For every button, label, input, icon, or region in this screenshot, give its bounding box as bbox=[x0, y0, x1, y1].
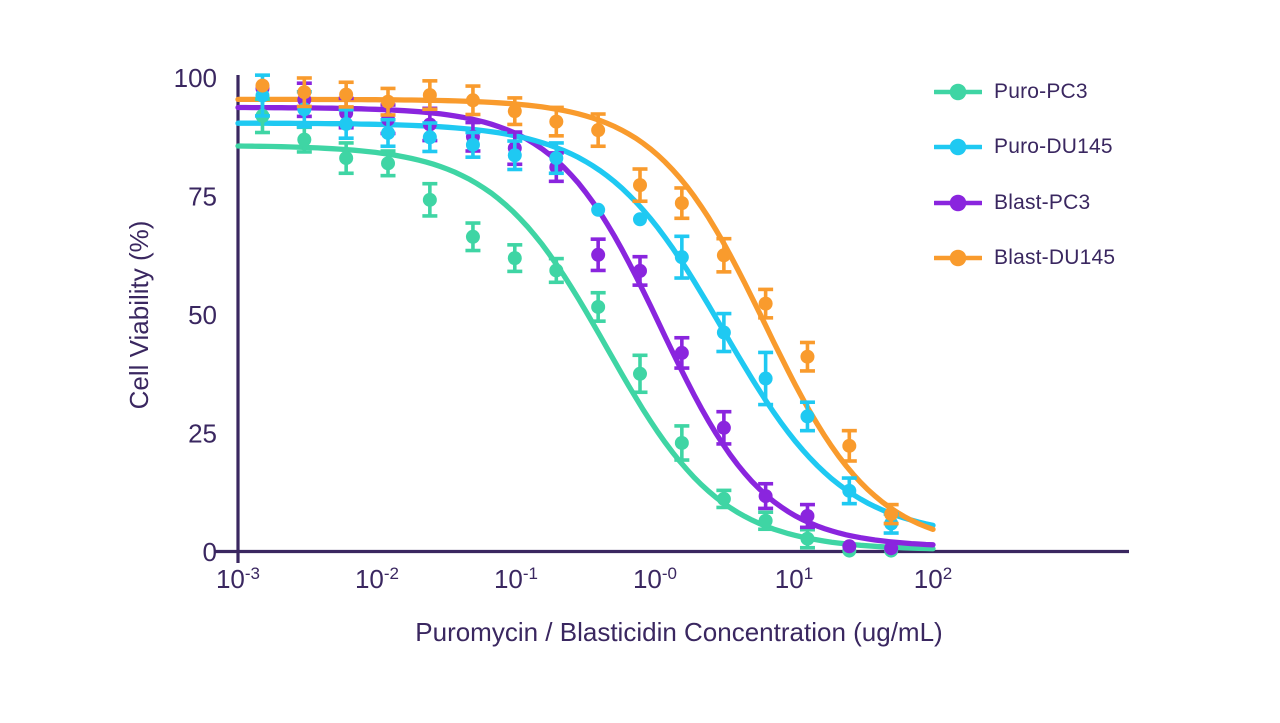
data-point bbox=[758, 513, 773, 528]
data-point bbox=[674, 250, 689, 265]
x-tick-label-10e2: 102 bbox=[914, 564, 952, 594]
x-tick-label-10e-2: 10-2 bbox=[355, 564, 399, 594]
series-points-blast-du145 bbox=[255, 76, 899, 526]
data-point bbox=[507, 104, 522, 119]
data-point bbox=[297, 132, 312, 147]
y-axis-title: Cell Viability (%) bbox=[124, 221, 154, 410]
data-point bbox=[842, 539, 857, 554]
data-point bbox=[633, 263, 648, 278]
data-point bbox=[884, 507, 899, 522]
data-point bbox=[339, 87, 354, 102]
data-point bbox=[758, 489, 773, 504]
data-point bbox=[381, 156, 396, 171]
data-point bbox=[339, 151, 354, 166]
data-point bbox=[591, 202, 606, 217]
legend-swatch-icon bbox=[934, 194, 982, 212]
legend-swatch-icon bbox=[934, 83, 982, 101]
data-points bbox=[254, 73, 899, 558]
data-point bbox=[842, 438, 857, 453]
data-point bbox=[674, 435, 689, 450]
legend-label: Puro-DU145 bbox=[994, 135, 1113, 159]
data-point bbox=[465, 93, 480, 108]
data-point bbox=[381, 125, 396, 140]
x-tick-label-10e-1: 10-1 bbox=[494, 564, 538, 594]
data-point bbox=[465, 137, 480, 152]
x-tick-labels: 10-3 10-2 10-1 10-0 101 102 bbox=[216, 564, 952, 594]
data-point bbox=[591, 123, 606, 138]
data-point bbox=[507, 148, 522, 163]
data-point bbox=[507, 251, 522, 266]
data-point bbox=[422, 192, 437, 207]
data-point bbox=[800, 508, 815, 523]
data-point bbox=[339, 116, 354, 131]
legend-swatch-icon bbox=[934, 249, 982, 267]
y-tick-label-50: 50 bbox=[188, 300, 217, 330]
legend-item-puro-pc3: Puro-PC3 bbox=[934, 64, 1115, 120]
data-point bbox=[758, 371, 773, 386]
x-tick-label-10e1: 101 bbox=[775, 564, 813, 594]
y-tick-label-25: 25 bbox=[188, 419, 217, 449]
legend-item-puro-du145: Puro-DU145 bbox=[934, 120, 1115, 176]
data-point bbox=[716, 325, 731, 340]
data-point bbox=[422, 88, 437, 103]
data-point bbox=[674, 196, 689, 211]
data-point bbox=[465, 229, 480, 244]
data-point bbox=[800, 531, 815, 546]
data-point bbox=[800, 349, 815, 364]
data-point bbox=[549, 151, 564, 166]
data-point bbox=[716, 420, 731, 435]
x-axis-title: Puromycin / Blasticidin Concentration (u… bbox=[415, 617, 942, 647]
data-point bbox=[842, 483, 857, 498]
fit-curve-blast-pc3 bbox=[235, 104, 936, 548]
fit-curve-blast-du145 bbox=[235, 96, 936, 533]
data-point bbox=[800, 409, 815, 424]
fit-curve-puro-pc3 bbox=[235, 143, 936, 552]
data-point bbox=[884, 541, 899, 556]
fit-curves bbox=[235, 96, 936, 552]
legend-label: Blast-DU145 bbox=[994, 246, 1116, 270]
legend-item-blast-pc3: Blast-PC3 bbox=[934, 175, 1115, 231]
legend-label: Puro-PC3 bbox=[994, 79, 1088, 103]
data-point bbox=[633, 366, 648, 381]
x-tick-label-10e-0: 10-0 bbox=[633, 564, 677, 594]
data-point bbox=[674, 345, 689, 360]
data-point bbox=[758, 296, 773, 311]
data-point bbox=[591, 247, 606, 262]
y-tick-label-0: 0 bbox=[203, 537, 217, 567]
data-point bbox=[716, 491, 731, 506]
legend-label: Blast-PC3 bbox=[994, 190, 1091, 214]
data-point bbox=[549, 263, 564, 278]
legend-item-blast-du145: Blast-DU145 bbox=[934, 231, 1115, 287]
x-tick-label-10e-3: 10-3 bbox=[216, 564, 260, 594]
data-point bbox=[633, 212, 648, 227]
fit-curve-puro-du145 bbox=[235, 120, 936, 528]
data-point bbox=[633, 178, 648, 193]
legend-swatch-icon bbox=[934, 138, 982, 156]
data-point bbox=[422, 130, 437, 145]
data-point bbox=[591, 299, 606, 314]
data-point bbox=[716, 248, 731, 263]
data-point bbox=[297, 85, 312, 100]
data-point bbox=[255, 88, 270, 103]
y-tick-label-75: 75 bbox=[188, 182, 217, 212]
series-points-puro-pc3 bbox=[254, 97, 899, 558]
data-point bbox=[255, 78, 270, 93]
data-point bbox=[381, 94, 396, 109]
legend: Puro-PC3 Puro-DU145 Blast-PC3 Blast-DU14… bbox=[934, 64, 1115, 286]
data-point bbox=[549, 114, 564, 129]
y-tick-label-100: 100 bbox=[174, 63, 217, 93]
y-tick-labels: 0 25 50 75 100 bbox=[174, 63, 217, 567]
